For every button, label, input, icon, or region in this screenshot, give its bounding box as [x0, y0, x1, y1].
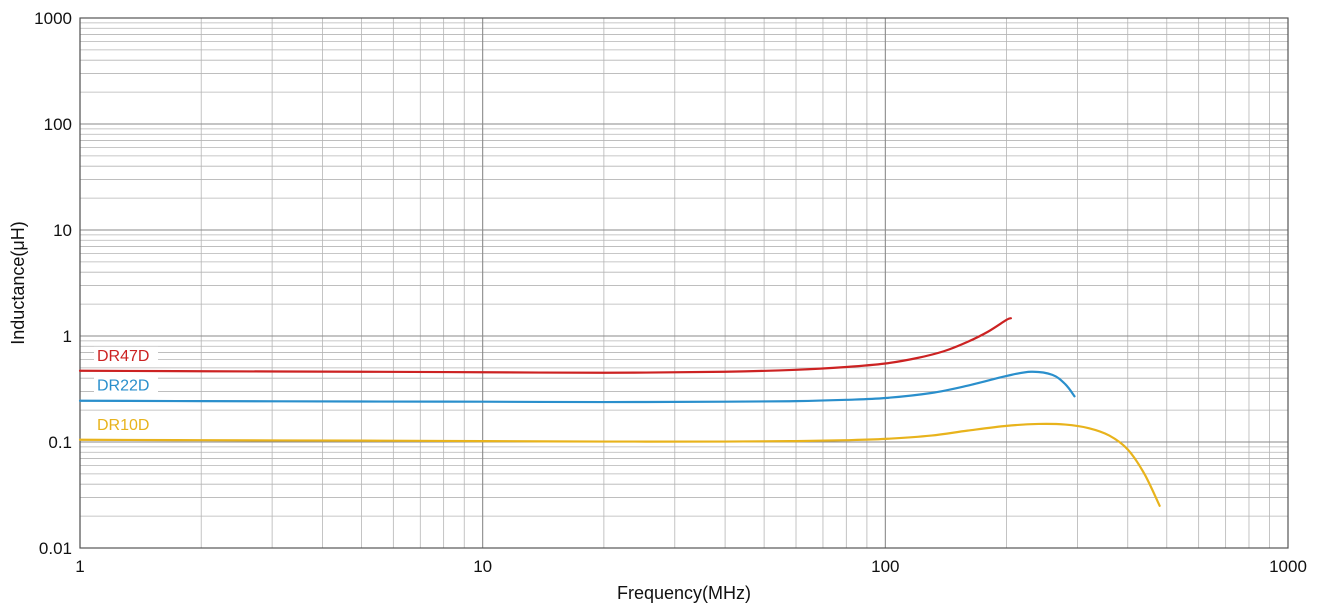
- x-axis-title: Frequency(MHz): [617, 583, 751, 603]
- series-line-dr22d: [78, 370, 1076, 404]
- minor-gridlines: [80, 18, 1288, 548]
- y-tick-label: 0.01: [39, 539, 72, 558]
- x-axis-tick-labels: 1 10 100 1000: [75, 557, 1307, 576]
- series-label-background-dr10d: [94, 415, 158, 434]
- x-tick-label: 10: [473, 557, 492, 576]
- series-label-dr47d: DR47D: [97, 348, 149, 365]
- y-axis-tick-labels: 0.01 0.1 1 10 100 1000: [34, 9, 72, 558]
- x-tick-label: 100: [871, 557, 899, 576]
- series-label-dr22d: DR22D: [97, 378, 149, 395]
- y-tick-label: 100: [44, 115, 72, 134]
- series-label-background-dr47d: [94, 346, 158, 365]
- series-line-dr10d: [78, 422, 1161, 507]
- series-label-background-dr22d: [94, 376, 158, 395]
- x-tick-label: 1: [75, 557, 84, 576]
- y-axis-title: Inductance(μH): [8, 221, 28, 344]
- series-line-dr47d: [78, 317, 1012, 374]
- series-labels: DR47D DR22D DR10D: [94, 346, 158, 434]
- y-tick-label: 0.1: [48, 433, 72, 452]
- series-lines: [78, 317, 1161, 507]
- x-tick-label: 1000: [1269, 557, 1307, 576]
- y-tick-label: 1000: [34, 9, 72, 28]
- plot-area-frame: [79, 17, 1289, 549]
- y-tick-label: 10: [53, 221, 72, 240]
- y-tick-label: 1: [63, 327, 72, 346]
- series-label-dr10d: DR10D: [97, 417, 149, 434]
